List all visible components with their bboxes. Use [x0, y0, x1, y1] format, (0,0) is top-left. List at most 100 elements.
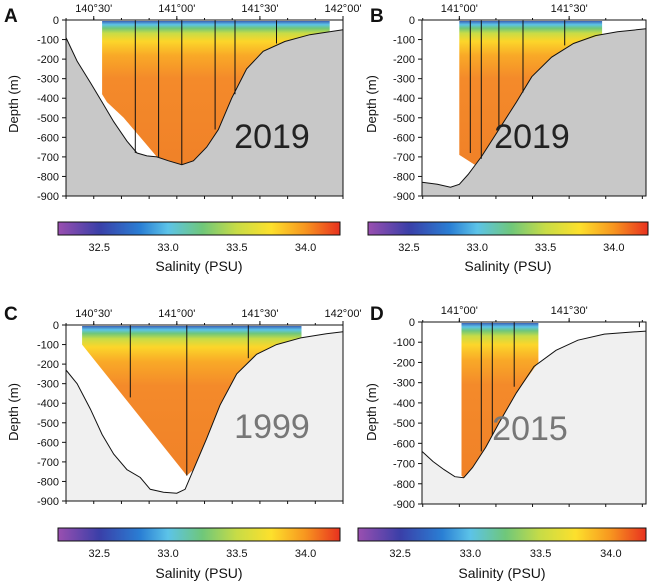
y-tick-label: -200 — [37, 359, 59, 371]
y-tick-label: 0 — [409, 317, 415, 329]
year-label: 2015 — [492, 410, 568, 448]
colorbar-title: Salinity (PSU) — [458, 565, 545, 581]
colorbar-d: 32.5 33.0 33.5 34.0 Salinity (PSU) — [357, 527, 647, 581]
year-label: 1999 — [234, 408, 310, 446]
y-tick-label: -100 — [37, 35, 59, 47]
panel-letter: A — [4, 6, 18, 27]
y-tick-label: -500 — [393, 113, 415, 125]
panel-c: 0 -100 -200 -300 -400 -500 -600 -700 -800 -900 140… — [4, 304, 362, 508]
panel-d: 0 -100 -200 -300 -400 -500 -600 -700 -800 -900 141… — [364, 304, 647, 511]
colorbar-c: 32.5 33.0 33.5 34.0 Salinity (PSU) — [57, 527, 341, 581]
y-tick-label: -200 — [393, 54, 415, 66]
colorbar-bar — [357, 527, 647, 542]
y-tick-label: -300 — [37, 74, 59, 86]
x-tick-label: 142°00' — [324, 3, 361, 15]
x-tick-label: 142°00' — [324, 308, 361, 320]
x-tick-label: 141°30' — [551, 305, 588, 317]
y-tick-label: -200 — [393, 357, 415, 369]
x-tick-label: 141°00' — [158, 308, 195, 320]
y-tick-label: -100 — [393, 337, 415, 349]
y-tick-label: -100 — [37, 340, 59, 352]
colorbar-tick-label: 34.0 — [295, 242, 316, 254]
y-tick-label: -900 — [37, 191, 59, 203]
y-tick-label: -200 — [37, 54, 59, 66]
x-tick-label: 141°30' — [241, 308, 278, 320]
colorbar-tick-label: 34.0 — [600, 548, 621, 560]
y-tick-label: -500 — [37, 113, 59, 125]
y-tick-label: -800 — [37, 171, 59, 183]
panel-letter: B — [370, 6, 384, 27]
y-tick-label: -600 — [393, 438, 415, 450]
colorbar-tick-label: 33.0 — [157, 548, 178, 560]
plot-frame — [421, 321, 647, 505]
colorbar-tick-label: 33.5 — [530, 548, 551, 560]
bathymetry-line — [65, 331, 344, 494]
colorbar-bar — [57, 527, 341, 542]
x-tick-label: 140°30' — [75, 3, 112, 15]
colorbar-title: Salinity (PSU) — [155, 565, 242, 581]
colorbar-tick-label: 33.0 — [460, 548, 481, 560]
colorbar-tick-label: 33.5 — [226, 548, 247, 560]
x-tick-label: 141°30' — [241, 3, 278, 15]
year-label: 2019 — [494, 118, 570, 156]
colorbar-tick-label: 33.0 — [157, 242, 178, 254]
colorbar-tick-label: 32.5 — [89, 548, 110, 560]
panel-b: 0 -100 -200 -300 -400 -500 -600 -700 -800 -900 141… — [364, 3, 647, 203]
y-tick-label: 0 — [409, 15, 415, 27]
y-tick-label: -700 — [393, 152, 415, 164]
y-tick-label: -100 — [393, 35, 415, 47]
y-tick-label: -900 — [37, 496, 59, 508]
y-tick-label: 0 — [53, 320, 59, 332]
panel-letter: D — [370, 304, 384, 325]
colorbar-bar — [57, 221, 341, 236]
salinity-field — [459, 21, 603, 165]
x-tick-label: 141°00' — [441, 3, 478, 15]
y-tick-label: -300 — [393, 378, 415, 390]
y-axis-title: Depth (m) — [364, 383, 379, 441]
y-tick-label: -700 — [37, 457, 59, 469]
y-tick-label: -400 — [37, 93, 59, 105]
colorbar-a: 32.5 33.0 33.5 34.0 Salinity (PSU) — [57, 221, 341, 274]
colorbar-title: Salinity (PSU) — [155, 258, 242, 274]
y-tick-label: -600 — [37, 437, 59, 449]
y-axis-title: Depth (m) — [6, 75, 21, 133]
y-tick-label: -900 — [393, 499, 415, 511]
y-tick-label: -400 — [37, 398, 59, 410]
colorbar-tick-label: 33.5 — [535, 242, 556, 254]
y-axis-title: Depth (m) — [364, 75, 379, 133]
bathymetry-line — [421, 330, 647, 479]
colorbar-tick-label: 32.5 — [89, 242, 110, 254]
colorbar-tick-label: 34.0 — [603, 242, 624, 254]
colorbar-tick-label: 32.5 — [398, 242, 419, 254]
y-tick-label: -800 — [393, 171, 415, 183]
bathymetry-line — [421, 28, 647, 188]
y-tick-label: -500 — [37, 418, 59, 430]
colorbar-b: 32.5 33.0 33.5 34.0 Salinity (PSU) — [367, 221, 649, 274]
colorbar-bar — [367, 221, 649, 236]
colorbar-tick-label: 32.5 — [389, 548, 410, 560]
x-tick-label: 141°30' — [551, 3, 588, 15]
y-tick-label: -300 — [393, 74, 415, 86]
x-tick-label: 141°00' — [441, 305, 478, 317]
x-tick-label: 140°30' — [75, 308, 112, 320]
y-tick-label: -400 — [393, 93, 415, 105]
y-tick-label: -700 — [393, 459, 415, 471]
y-axis-title: Depth (m) — [6, 383, 21, 441]
y-tick-label: -900 — [393, 191, 415, 203]
y-tick-label: -300 — [37, 379, 59, 391]
colorbar-tick-label: 33.5 — [226, 242, 247, 254]
panel-letter: C — [4, 304, 18, 325]
y-tick-label: 0 — [53, 15, 59, 27]
colorbar-tick-label: 33.0 — [467, 242, 488, 254]
y-tick-label: -600 — [393, 132, 415, 144]
y-tick-label: -800 — [37, 476, 59, 488]
panel-a: 0 -100 -200 -300 -400 -500 -600 -700 -800 -900 140… — [4, 3, 362, 203]
y-tick-label: -500 — [393, 418, 415, 430]
plot-frame — [421, 19, 647, 197]
salinity-field — [461, 323, 539, 478]
y-tick-label: -600 — [37, 132, 59, 144]
year-label: 2019 — [234, 118, 310, 156]
y-tick-label: -700 — [37, 152, 59, 164]
y-tick-label: -400 — [393, 398, 415, 410]
